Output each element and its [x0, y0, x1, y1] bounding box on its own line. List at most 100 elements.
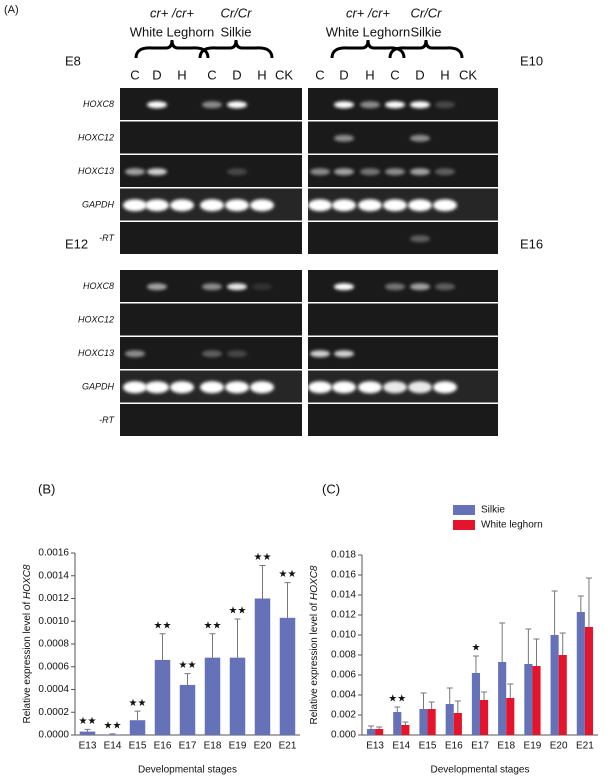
- gene-label: GAPDH: [82, 200, 115, 210]
- gel-band: [383, 381, 407, 394]
- lane-label: C: [315, 67, 324, 82]
- gel-band: [410, 283, 430, 291]
- bar: [154, 659, 171, 735]
- legend-swatch: [453, 520, 475, 530]
- y-tick-label: 0.014: [331, 590, 356, 601]
- gel-band: [225, 381, 249, 394]
- gel-band: [147, 101, 167, 109]
- stage-label: E8: [65, 53, 81, 68]
- gel-band: [385, 283, 405, 291]
- error-bar: [402, 721, 409, 725]
- gel-band: [358, 381, 382, 394]
- bar: [550, 635, 559, 735]
- gene-label: HOXC8: [83, 99, 114, 109]
- brace: [388, 39, 464, 59]
- error-bar: [368, 725, 375, 729]
- gel-band: [123, 199, 147, 212]
- stage-label: E16: [520, 236, 543, 251]
- significance: ★★: [388, 694, 406, 705]
- y-tick-label: 0.008: [331, 650, 356, 661]
- lane-label: C: [130, 67, 139, 82]
- panel-label: (A): [4, 4, 19, 16]
- gel-band: [250, 199, 274, 212]
- significance: ★★: [279, 569, 297, 580]
- gel-band: [200, 381, 224, 394]
- x-tick-label: E19: [229, 741, 247, 752]
- error-bar: [109, 733, 116, 735]
- bar: [427, 709, 436, 735]
- error-bar: [159, 633, 166, 660]
- genotype: cr+ /cr+: [150, 5, 194, 20]
- gel-band: [334, 168, 354, 176]
- gel-band: [334, 101, 354, 109]
- gel-band: [408, 381, 432, 394]
- bar: [419, 709, 428, 735]
- y-tick-label: 0.004: [331, 690, 356, 701]
- gel-band: [360, 168, 380, 176]
- significance: ★★: [179, 660, 197, 671]
- y-tick-label: 0.0002: [38, 707, 69, 718]
- legend-label: White leghorn: [481, 520, 543, 531]
- error-bar: [134, 710, 141, 721]
- error-bar: [376, 726, 383, 729]
- breed: White Leghorn: [130, 24, 215, 39]
- gel-band: [385, 101, 405, 109]
- legend-swatch: [453, 505, 475, 515]
- significance: ★★: [154, 620, 172, 631]
- gel-band: [202, 101, 222, 109]
- x-tick-label: E21: [279, 741, 297, 752]
- stage-label: E12: [65, 236, 88, 251]
- bar: [204, 657, 221, 735]
- gel-band: [145, 199, 169, 212]
- lane-label: H: [365, 67, 374, 82]
- error-bar: [209, 633, 216, 658]
- bar: [104, 734, 121, 735]
- breed: Silkie: [410, 24, 441, 39]
- breed: Silkie: [220, 24, 251, 39]
- bar: [129, 720, 146, 735]
- error-bar: [559, 632, 566, 655]
- y-tick-label: 0.0016: [38, 548, 69, 559]
- gel-band: [410, 235, 430, 243]
- y-tick-label: 0.006: [331, 670, 356, 681]
- bar: [584, 627, 594, 735]
- y-axis-label-gene: HOXC8: [22, 564, 33, 599]
- lane-label: H: [177, 67, 186, 82]
- lane-label: H: [440, 67, 449, 82]
- gel-band: [125, 168, 145, 176]
- x-tick-label: E13: [79, 741, 97, 752]
- gel-band: [433, 199, 457, 212]
- gel-band: [227, 168, 247, 176]
- y-tick-label: 0.0004: [38, 684, 69, 695]
- gene-label: HOXC12: [78, 133, 114, 143]
- gel-band: [334, 134, 354, 142]
- significance: ★★: [104, 721, 122, 732]
- brace: [134, 39, 210, 59]
- gel-band: [123, 381, 147, 394]
- bar: [366, 729, 376, 735]
- x-axis-label: Developmental stages: [138, 765, 237, 776]
- error-bar: [420, 692, 427, 709]
- significance: ★★: [254, 552, 272, 563]
- error-bar: [577, 595, 584, 612]
- bar: [480, 700, 489, 735]
- gel-band: [385, 168, 405, 176]
- bar: [375, 729, 384, 735]
- x-tick-label: E14: [392, 741, 410, 752]
- x-tick-label: E14: [104, 741, 122, 752]
- gene-label: HOXC8: [83, 281, 114, 291]
- gel-row: [120, 404, 302, 436]
- y-axis-label-text: Relative expression level of: [22, 599, 33, 724]
- error-bar: [84, 728, 91, 732]
- y-tick-label: 0.010: [331, 630, 356, 641]
- gel-row: [120, 303, 302, 336]
- gel-band: [408, 199, 432, 212]
- gel-band: [383, 199, 407, 212]
- gel-band: [125, 350, 145, 358]
- gene-label: HOXC12: [78, 315, 114, 325]
- breed: White Leghorn: [326, 24, 411, 39]
- bar: [254, 598, 271, 735]
- x-tick-label: E17: [179, 741, 197, 752]
- y-tick-label: 0.0006: [38, 661, 69, 672]
